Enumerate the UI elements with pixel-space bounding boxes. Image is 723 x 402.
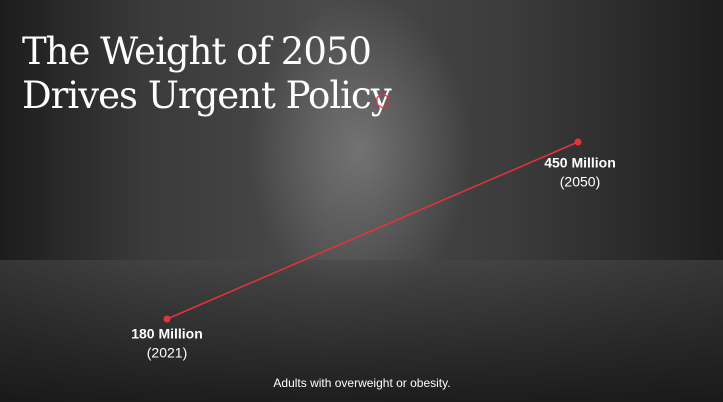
point (163, 315, 171, 323)
background-street (0, 260, 723, 402)
category-label: (2021) (147, 345, 187, 361)
value-label: 180 Million (131, 326, 203, 342)
line (166, 141, 579, 320)
hexagon-icon (376, 93, 390, 109)
point (574, 138, 582, 146)
category-label: (2050) (560, 174, 600, 190)
chart-title: The Weight of 2050 Drives Urgent Policy (22, 30, 392, 117)
caption: Adults with overweight or obesity. (273, 376, 450, 390)
value-label: 450 Million (544, 155, 616, 171)
